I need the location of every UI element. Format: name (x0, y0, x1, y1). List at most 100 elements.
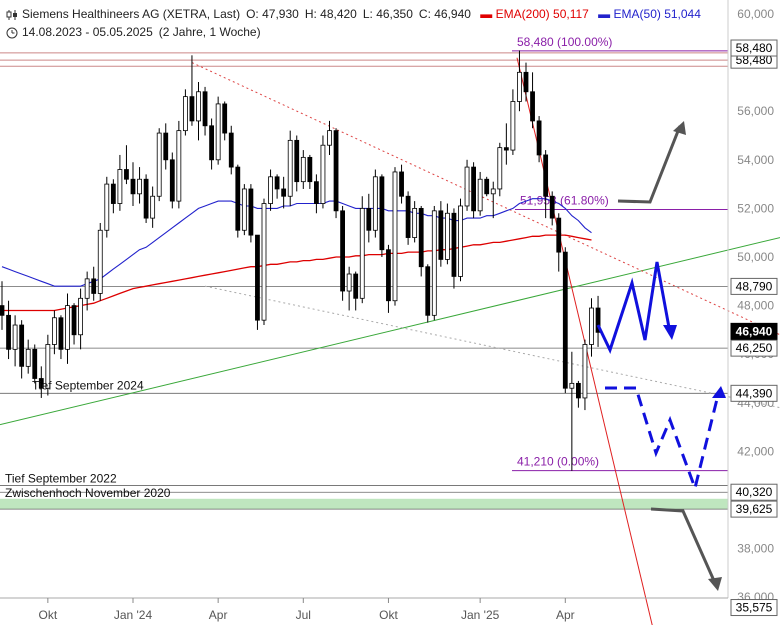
candle-body-down (6, 314, 11, 350)
candle (425, 264, 431, 323)
candle (313, 174, 319, 214)
target-tag-text: 35,575 (736, 601, 773, 615)
candle-body-down (248, 188, 254, 236)
candle-body-up (569, 382, 575, 389)
candle (379, 174, 385, 257)
candle (169, 152, 175, 209)
candle (399, 164, 404, 204)
candle-body-down (189, 96, 195, 122)
candle (444, 203, 450, 265)
candle (222, 101, 228, 141)
candle-body-up (97, 229, 103, 294)
fib-label: 51,953 (61.80%) (520, 194, 609, 208)
candle (38, 366, 44, 398)
y-tick-label: 56,000 (737, 104, 774, 118)
projection-path-down-dashed (605, 386, 720, 494)
candle-body-down (536, 120, 542, 156)
candle (320, 135, 326, 209)
candle (576, 380, 581, 408)
candle (556, 213, 562, 272)
candle (117, 154, 123, 211)
candle (248, 184, 254, 243)
candle-body-up (300, 156, 306, 183)
candle (418, 205, 424, 277)
uptrend-line (0, 237, 780, 426)
candle-body-up (444, 212, 450, 260)
candle-body-down (32, 348, 38, 379)
candle (517, 50, 522, 112)
candle-body-down (549, 195, 555, 219)
fib-label: 58,480 (100.00%) (517, 35, 612, 49)
candle (255, 234, 260, 330)
candle (340, 205, 346, 301)
candle (0, 281, 5, 330)
candle (78, 288, 83, 350)
candle-body-down (235, 166, 241, 231)
candle (471, 162, 477, 219)
clock-icon (6, 27, 18, 39)
candle-body-down (530, 91, 535, 122)
candle-body-up (65, 305, 70, 350)
level-tag (730, 384, 778, 402)
candle (137, 167, 142, 204)
candle (268, 169, 273, 211)
candle (543, 150, 549, 219)
candle-body-up (490, 188, 496, 195)
level-tag (730, 500, 778, 518)
candle (84, 271, 90, 311)
candle (536, 116, 542, 163)
candle (281, 176, 287, 209)
candle-body-down (562, 251, 568, 389)
candle (65, 293, 70, 364)
open-value: O: 47,930 (246, 7, 299, 21)
candle-body-down (130, 178, 136, 195)
instrument-title: Siemens Healthineers AG (XETRA, Last) (22, 7, 241, 21)
low-value: L: 46,350 (362, 7, 413, 21)
candle-body-down (163, 132, 169, 161)
candle (438, 201, 444, 267)
level-tag (730, 339, 778, 357)
chart-header: Siemens Healthineers AG (XETRA, Last) O: … (6, 5, 701, 41)
y-tick-label: 60,000 (737, 7, 774, 21)
candle-body-down (379, 176, 385, 251)
candle-body-up (346, 273, 352, 292)
resistance-tag-text: 58,480 (736, 53, 773, 67)
candle (484, 176, 490, 197)
candle (261, 198, 267, 326)
ema200-legend-swatch: ▬ (480, 7, 493, 21)
candle (228, 125, 234, 175)
interval: (2 Jahre, 1 Woche) (158, 25, 261, 39)
candle (182, 89, 188, 136)
ema200-label: EMA(200) (495, 7, 550, 21)
x-tick-label: Okt (379, 608, 398, 622)
candle-body-down (169, 159, 175, 202)
candle (458, 198, 463, 282)
candle (523, 62, 529, 102)
candle-body-up (268, 176, 273, 204)
projection-arrowhead (663, 325, 677, 340)
x-tick-label: Jan '25 (461, 608, 500, 622)
candle (202, 86, 208, 136)
candle (176, 120, 182, 209)
x-tick-label: Okt (39, 608, 58, 622)
candle (300, 150, 306, 189)
candle (392, 167, 398, 306)
y-tick-label: 54,000 (737, 153, 774, 167)
close-value: C: 46,940 (418, 7, 471, 21)
candle-body-up (156, 132, 162, 197)
candle (359, 196, 365, 304)
candlestick-icon (6, 9, 17, 20)
candle (346, 266, 352, 311)
candle-body-down (386, 249, 391, 302)
candle (562, 247, 568, 394)
candle (156, 128, 162, 202)
candle-body-down (595, 307, 601, 333)
candle-body-up (392, 171, 398, 302)
date-range: 14.08.2023 - 05.05.2025 (22, 25, 153, 39)
candle-body-up (458, 205, 463, 277)
candle (196, 82, 201, 141)
candle (241, 184, 247, 236)
candle (209, 118, 215, 170)
candle (366, 193, 372, 243)
